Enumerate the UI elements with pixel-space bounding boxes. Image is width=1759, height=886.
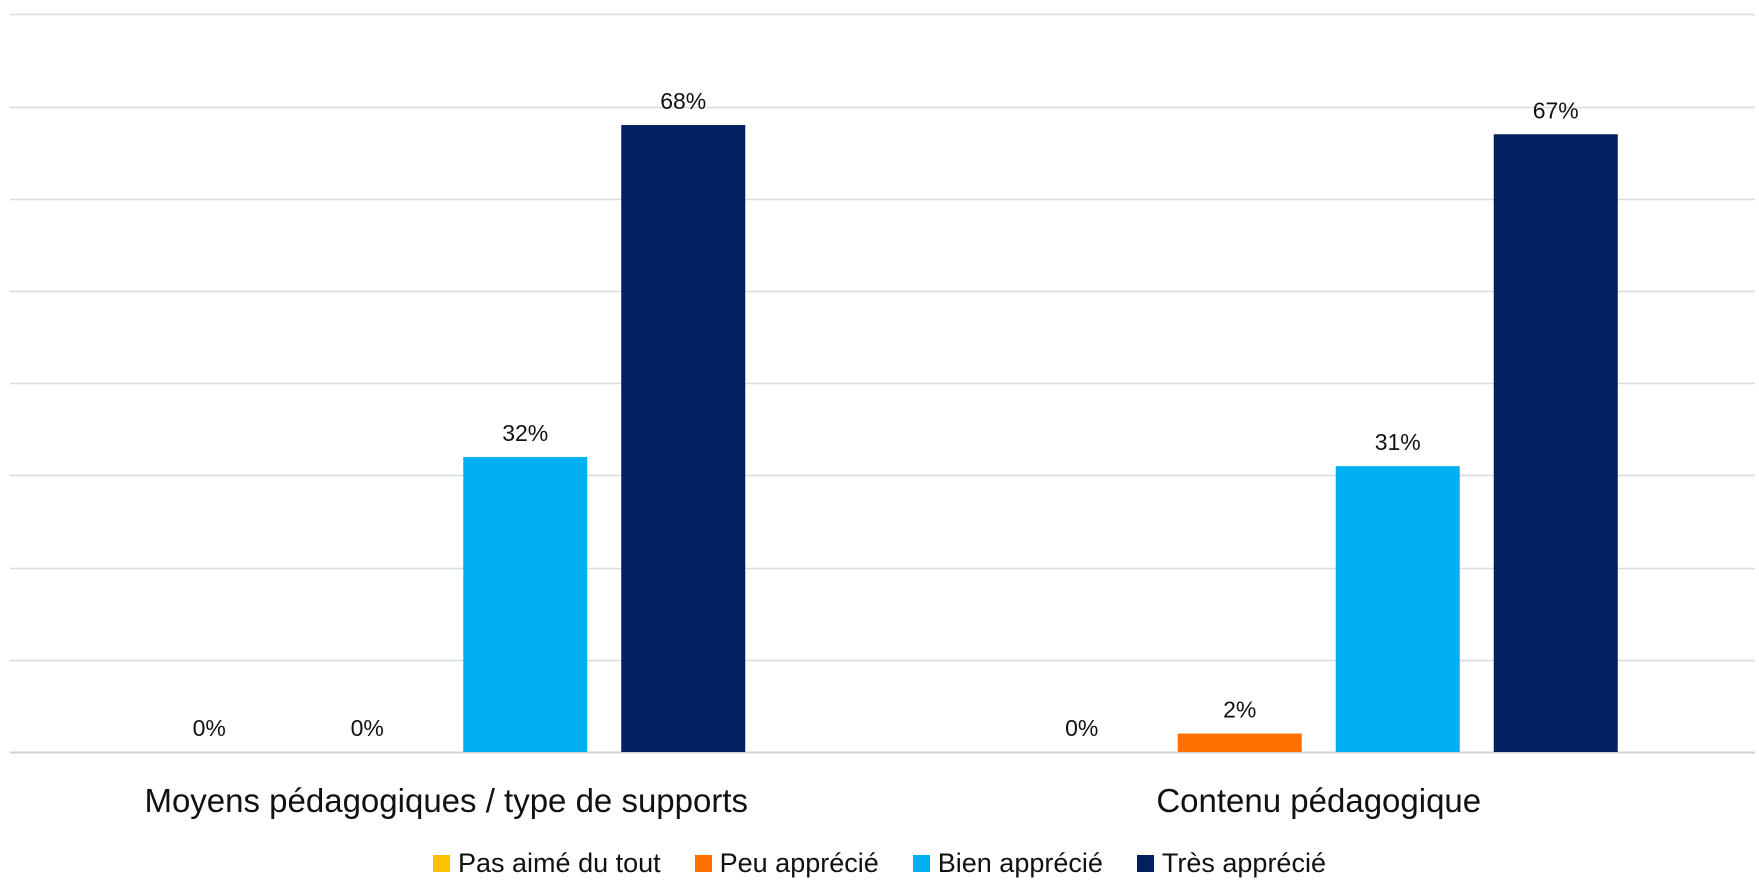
data-label: 2% xyxy=(1223,697,1256,723)
data-label: 67% xyxy=(1533,97,1579,123)
legend-item: Pas aimé du tout xyxy=(433,848,661,879)
category-labels: Moyens pédagogiques / type de supports Co… xyxy=(144,782,1481,819)
legend-swatch xyxy=(1136,854,1154,872)
legend-item: Très apprécié xyxy=(1136,847,1326,879)
legend-label: Très apprécié xyxy=(1161,847,1326,878)
data-label: 32% xyxy=(502,420,548,446)
legend-label: Pas aimé du tout xyxy=(458,847,661,878)
bars xyxy=(463,125,1618,753)
legend-swatch xyxy=(912,854,930,872)
bar xyxy=(463,456,588,752)
legend: Pas aimé du tout Peu apprécié Bien appréci… xyxy=(0,845,1759,881)
data-label: 31% xyxy=(1375,429,1421,455)
bar xyxy=(621,125,746,753)
category-label: Contenu pédagogique xyxy=(1156,782,1481,819)
legend-swatch xyxy=(694,854,712,872)
legend-item: Bien apprécié xyxy=(912,847,1103,879)
bar xyxy=(1335,466,1460,752)
data-label: 0% xyxy=(193,715,226,741)
gridlines xyxy=(10,13,1755,754)
bar xyxy=(1493,134,1618,752)
category-label: Moyens pédagogiques / type de supports xyxy=(144,782,748,819)
data-label: 0% xyxy=(1065,715,1098,741)
data-label: 68% xyxy=(660,88,706,114)
value-labels: 0% 0% 32% 68% 0% 2% 31% 67% xyxy=(193,88,1579,741)
legend-label: Bien apprécié xyxy=(937,847,1103,878)
legend-item: Peu apprécié xyxy=(694,847,879,879)
data-label: 0% xyxy=(351,715,384,741)
bar xyxy=(1177,733,1302,752)
legend-swatch xyxy=(433,854,451,872)
legend-label: Peu apprécié xyxy=(719,847,879,878)
